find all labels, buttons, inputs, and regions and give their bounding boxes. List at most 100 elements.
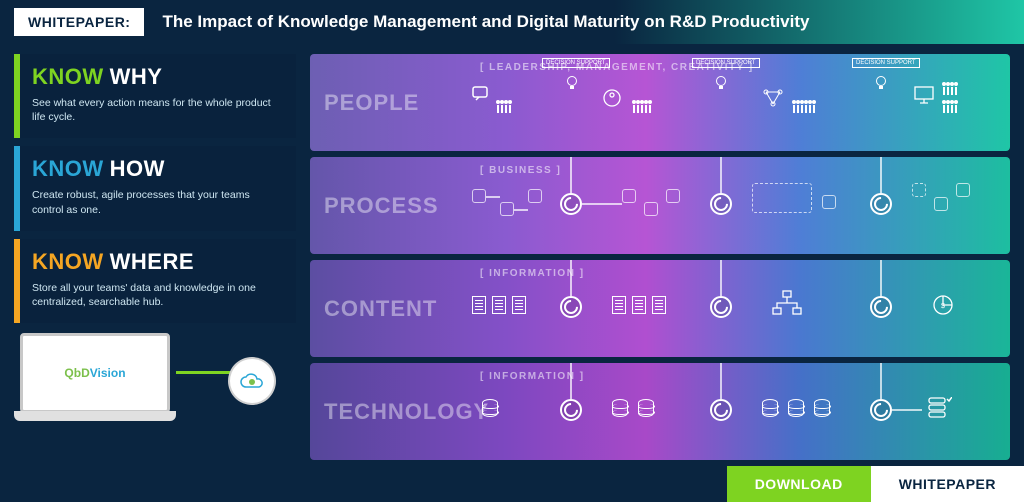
people-icons: DECISION SUPPORT DECISION SUPPORT DECISI… — [472, 54, 996, 151]
flow-node — [528, 189, 542, 203]
vconnector — [570, 260, 572, 296]
flow-line — [892, 409, 922, 411]
footer-cta: DOWNLOAD WHITEPAPER — [727, 466, 1024, 502]
vconnector — [570, 157, 572, 193]
hub-node-1 — [560, 399, 582, 421]
process-flow — [472, 157, 996, 254]
doc-icon — [472, 296, 486, 314]
people-grid-icon — [942, 82, 958, 118]
people-group-icon — [496, 100, 512, 118]
whitepaper-badge: WHITEPAPER: — [14, 8, 144, 36]
doc-icon — [512, 296, 526, 314]
know-why-desc: See what every action means for the whol… — [32, 96, 284, 124]
database-icon — [814, 399, 830, 417]
page-title: The Impact of Knowledge Management and D… — [162, 12, 809, 32]
chart-doc-icon — [632, 296, 646, 314]
flow-node — [500, 202, 514, 216]
hub-node-3 — [870, 193, 892, 215]
svg-text:$: $ — [941, 303, 945, 310]
people-group-icon-2 — [632, 100, 652, 118]
vconnector — [880, 363, 882, 399]
decision-support-badge-3: DECISION SUPPORT — [852, 58, 920, 68]
know-why-card: KNOWWHY See what every action means for … — [14, 54, 296, 138]
vconnector — [720, 157, 722, 193]
bulb-icon-2 — [716, 76, 726, 86]
process-row: PROCESS [ BUSINESS ] — [310, 157, 1010, 254]
flow-line — [582, 203, 622, 205]
whitepaper-button[interactable]: WHITEPAPER — [871, 466, 1024, 502]
bulb-icon-1 — [567, 76, 577, 86]
flow-dashed — [752, 183, 812, 213]
process-label: PROCESS — [324, 193, 472, 219]
main-content: KNOWWHY See what every action means for … — [0, 44, 1024, 460]
laptop-base — [14, 411, 176, 421]
know-how-desc: Create robust, agile processes that your… — [32, 188, 284, 216]
hub-node-1 — [560, 296, 582, 318]
database-icon — [762, 399, 778, 417]
hub-node-3 — [870, 399, 892, 421]
chat-icon — [472, 86, 490, 107]
database-icon — [638, 399, 654, 417]
content-row: CONTENT [ INFORMATION ] $ — [310, 260, 1010, 357]
right-column: PEOPLE [ LEADERSHIP, MANAGEMENT, CREATIV… — [310, 54, 1010, 460]
whitepaper-infographic: WHITEPAPER: The Impact of Knowledge Mana… — [0, 0, 1024, 502]
flow-node — [956, 183, 970, 197]
people-group-icon-3 — [792, 100, 816, 118]
hub-node-1 — [560, 193, 582, 215]
doc-icon — [612, 296, 626, 314]
hub-node-3 — [870, 296, 892, 318]
know-how-card: KNOWHOW Create robust, agile processes t… — [14, 146, 296, 230]
technology-label: TECHNOLOGY — [324, 399, 472, 425]
know-where-card: KNOWWHERE Store all your teams' data and… — [14, 239, 296, 323]
sitemap-icon — [772, 290, 802, 321]
know-why-title: KNOWWHY — [32, 64, 284, 90]
presentation-icon — [914, 86, 934, 109]
content-label: CONTENT — [324, 296, 472, 322]
vconnector — [570, 363, 572, 399]
decision-support-badge-1: DECISION SUPPORT — [542, 58, 610, 68]
flow-node — [822, 195, 836, 209]
flow-node — [644, 202, 658, 216]
left-column: KNOWWHY See what every action means for … — [14, 54, 296, 460]
database-icon — [482, 399, 498, 417]
flow-node — [472, 189, 486, 203]
doc-icon — [652, 296, 666, 314]
technology-icons — [472, 363, 996, 460]
header: WHITEPAPER: The Impact of Knowledge Mana… — [0, 0, 1024, 44]
server-check-icon — [928, 397, 952, 424]
content-icons: $ — [472, 260, 996, 357]
people-row: PEOPLE [ LEADERSHIP, MANAGEMENT, CREATIV… — [310, 54, 1010, 151]
network-icon — [762, 88, 784, 113]
technology-row: TECHNOLOGY [ INFORMATION ] — [310, 363, 1010, 460]
database-icon — [612, 399, 628, 417]
vconnector — [880, 260, 882, 296]
pie-chart-icon: $ — [932, 294, 954, 321]
know-where-title: KNOWWHERE — [32, 249, 284, 275]
flow-line — [486, 196, 500, 198]
qbdvision-logo: QbDVision — [64, 366, 125, 380]
download-button[interactable]: DOWNLOAD — [727, 466, 871, 502]
database-icon — [788, 399, 804, 417]
flow-node — [622, 189, 636, 203]
vconnector — [880, 157, 882, 193]
know-how-title: KNOWHOW — [32, 156, 284, 182]
flow-node — [934, 197, 948, 211]
flow-line — [514, 209, 528, 211]
flow-node — [666, 189, 680, 203]
vconnector — [720, 260, 722, 296]
know-where-desc: Store all your teams' data and knowledge… — [32, 281, 284, 309]
connector-line-dark — [176, 377, 234, 380]
hub-node-2 — [710, 296, 732, 318]
decision-support-badge-2: DECISION SUPPORT — [692, 58, 760, 68]
flow-node — [912, 183, 926, 197]
team-icon — [602, 88, 622, 113]
people-label: PEOPLE — [324, 90, 472, 116]
bulb-icon-3 — [876, 76, 886, 86]
connector-line-green — [176, 371, 234, 374]
laptop-screen: QbDVision — [20, 333, 170, 413]
vconnector — [720, 363, 722, 399]
chart-doc-icon — [492, 296, 506, 314]
cloud-icon — [230, 359, 274, 403]
laptop-graphic: QbDVision — [14, 333, 296, 425]
hub-node-2 — [710, 193, 732, 215]
